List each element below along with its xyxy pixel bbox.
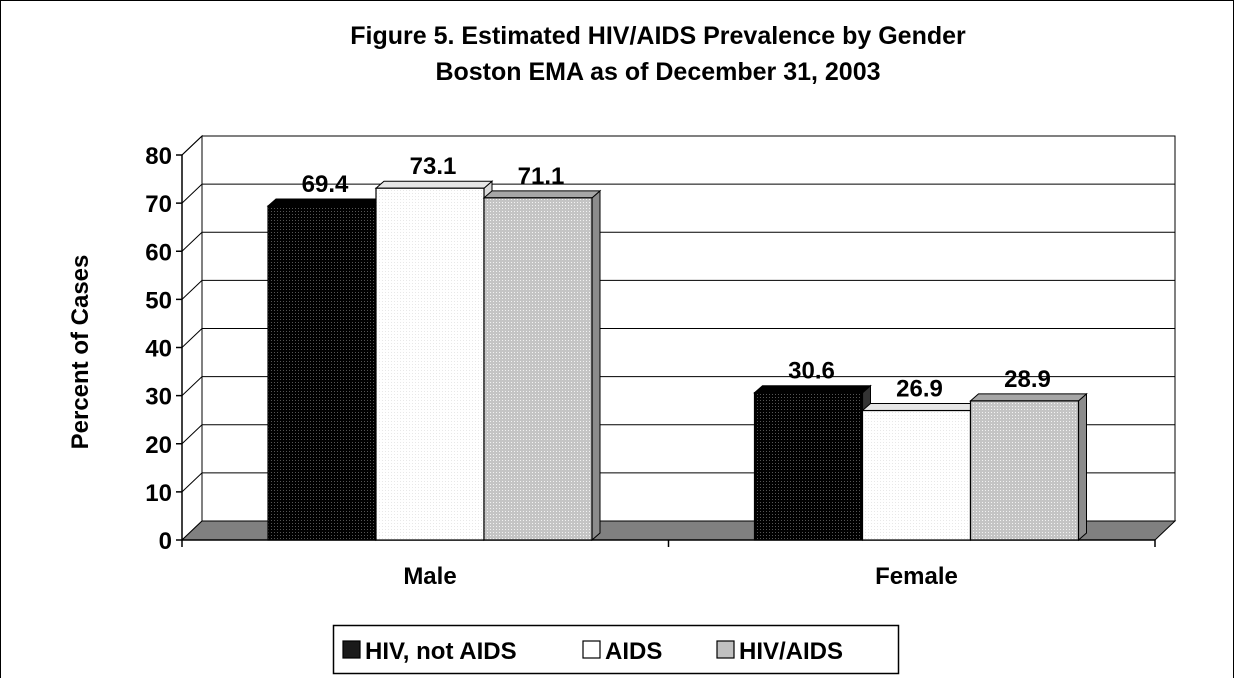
bar-top bbox=[266, 198, 386, 207]
chart-title-line2: Boston EMA as of December 31, 2003 bbox=[435, 58, 880, 86]
gridline-side bbox=[181, 472, 203, 493]
bar bbox=[266, 197, 386, 542]
bar bbox=[969, 392, 1088, 542]
legend-entry: HIV/AIDS bbox=[739, 638, 843, 665]
legend: HIV, not AIDS AIDS HIV/AIDS bbox=[342, 638, 843, 665]
data-label: 71.1 bbox=[518, 163, 565, 190]
bar-top bbox=[969, 393, 1088, 402]
legend-swatch bbox=[582, 640, 601, 659]
legend-entry: HIV, not AIDS bbox=[365, 638, 517, 665]
y-tick-label: 0 bbox=[159, 528, 172, 555]
bar-front bbox=[969, 400, 1080, 541]
bar bbox=[482, 189, 602, 542]
x-tick-label: Male bbox=[403, 563, 456, 590]
bar-front bbox=[483, 197, 593, 541]
y-tick-label: 20 bbox=[145, 432, 172, 459]
gridline-side bbox=[181, 280, 203, 300]
data-label: 28.9 bbox=[1004, 366, 1051, 393]
bar-top bbox=[861, 403, 980, 412]
bar bbox=[374, 180, 494, 542]
bar-top bbox=[753, 385, 872, 394]
legend-box bbox=[332, 624, 900, 675]
data-label: 69.4 bbox=[302, 171, 349, 198]
gridline-side bbox=[181, 183, 203, 204]
gridline-side bbox=[181, 231, 203, 252]
data-label: 73.1 bbox=[410, 153, 457, 180]
x-tick-label: Female bbox=[875, 563, 958, 590]
y-tick-label: 50 bbox=[145, 287, 172, 314]
chart-title-line1: Figure 5. Estimated HIV/AIDS Prevalence … bbox=[350, 22, 966, 50]
y-tick-label: 70 bbox=[145, 191, 172, 218]
plot-area: 0 10 20 30 40 50 60 70 80 69.4 73.1 71.1 Male 30.6 26.… bbox=[145, 134, 1177, 590]
y-tick-label: 60 bbox=[145, 239, 172, 266]
data-label: 26.9 bbox=[896, 376, 943, 403]
data-label: 30.6 bbox=[788, 358, 835, 385]
legend-swatch bbox=[342, 640, 361, 659]
bar bbox=[861, 402, 980, 542]
gridline-side bbox=[181, 376, 203, 396]
legend-swatch bbox=[716, 640, 735, 659]
bar-front bbox=[861, 409, 972, 541]
bar-front bbox=[753, 392, 864, 541]
gridline-side bbox=[181, 424, 203, 445]
y-tick-label: 40 bbox=[145, 336, 172, 363]
bar bbox=[753, 384, 872, 542]
bar-front bbox=[267, 205, 377, 541]
bar-side bbox=[1078, 392, 1087, 542]
bar-top bbox=[482, 190, 602, 199]
legend-entry: AIDS bbox=[605, 638, 662, 665]
y-tick-label: 10 bbox=[145, 480, 172, 507]
bar-top bbox=[374, 180, 494, 189]
gridline-side bbox=[181, 328, 203, 348]
bar-front bbox=[375, 187, 485, 541]
bar-side bbox=[591, 189, 601, 542]
y-tick-label: 80 bbox=[145, 143, 172, 170]
y-tick-label: 30 bbox=[145, 384, 172, 411]
y-axis-label: Percent of Cases bbox=[67, 255, 94, 450]
